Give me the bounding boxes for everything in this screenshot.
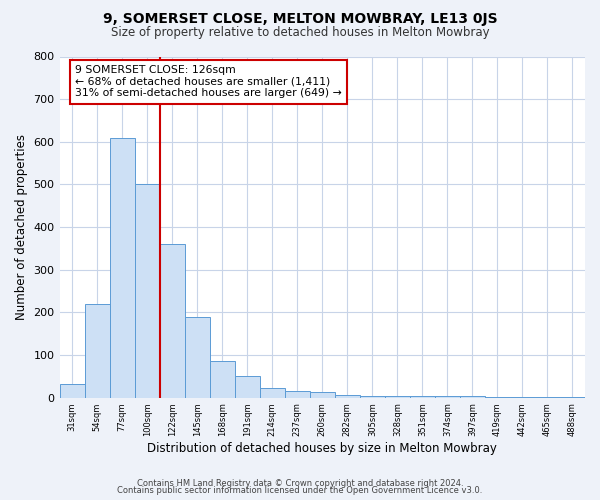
Bar <box>360 396 385 398</box>
Bar <box>209 362 235 398</box>
Bar <box>235 376 260 398</box>
Bar <box>185 316 209 398</box>
Bar <box>435 396 460 398</box>
Bar <box>335 395 360 398</box>
Bar <box>510 397 535 398</box>
Bar <box>460 396 485 398</box>
Bar <box>410 396 435 398</box>
Bar <box>285 392 310 398</box>
Bar <box>485 397 510 398</box>
Bar <box>134 184 160 398</box>
Bar <box>110 138 134 398</box>
Bar <box>310 392 335 398</box>
Bar <box>260 388 285 398</box>
Bar <box>385 396 410 398</box>
Y-axis label: Number of detached properties: Number of detached properties <box>15 134 28 320</box>
Text: Contains HM Land Registry data © Crown copyright and database right 2024.: Contains HM Land Registry data © Crown c… <box>137 478 463 488</box>
Bar <box>85 304 110 398</box>
Text: Size of property relative to detached houses in Melton Mowbray: Size of property relative to detached ho… <box>110 26 490 39</box>
Bar <box>160 244 185 398</box>
Text: 9, SOMERSET CLOSE, MELTON MOWBRAY, LE13 0JS: 9, SOMERSET CLOSE, MELTON MOWBRAY, LE13 … <box>103 12 497 26</box>
X-axis label: Distribution of detached houses by size in Melton Mowbray: Distribution of detached houses by size … <box>148 442 497 455</box>
Text: 9 SOMERSET CLOSE: 126sqm
← 68% of detached houses are smaller (1,411)
31% of sem: 9 SOMERSET CLOSE: 126sqm ← 68% of detach… <box>76 65 342 98</box>
Bar <box>59 384 85 398</box>
Text: Contains public sector information licensed under the Open Government Licence v3: Contains public sector information licen… <box>118 486 482 495</box>
